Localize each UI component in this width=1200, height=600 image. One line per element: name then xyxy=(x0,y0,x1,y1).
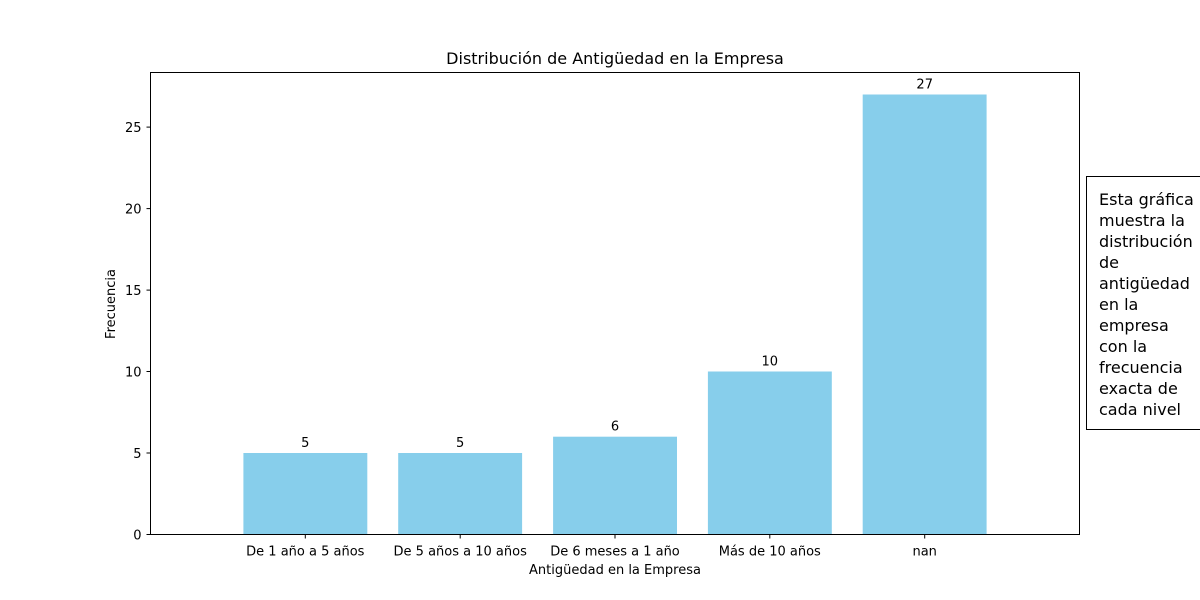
bar-value-labels: 5 5 6 10 27 xyxy=(301,78,933,452)
bar xyxy=(398,453,523,535)
x-tick-label: Más de 10 años xyxy=(719,545,821,560)
plot-area-frame xyxy=(150,72,1080,535)
bar xyxy=(243,453,368,535)
bar-value-label: 5 xyxy=(456,436,464,451)
bars-group xyxy=(243,94,987,535)
bar-value-label: 10 xyxy=(762,355,779,370)
y-tick-label: 15 xyxy=(125,284,142,299)
bar-value-label: 5 xyxy=(301,436,309,451)
x-axis-ticks: De 1 año a 5 años De 5 años a 10 años De 6… xyxy=(246,534,937,560)
y-tick-label: 20 xyxy=(125,203,142,218)
chart-title: Distribución de Antigüedad en la Empresa xyxy=(446,49,784,68)
x-tick-label: De 1 año a 5 años xyxy=(246,545,364,560)
y-tick-label: 5 xyxy=(133,447,141,462)
y-tick-label: 10 xyxy=(125,366,142,381)
x-tick-label: De 5 años a 10 años xyxy=(394,545,528,560)
annotation-text: Esta gráfica muestra la distribución de … xyxy=(1099,190,1194,419)
x-axis-label: Antigüedad en la Empresa xyxy=(529,563,701,578)
bar xyxy=(707,371,832,535)
y-axis-ticks: 0 5 10 15 20 25 xyxy=(125,121,151,544)
bar xyxy=(553,436,677,535)
y-tick-label: 25 xyxy=(125,121,142,136)
bar-value-label: 6 xyxy=(611,420,619,435)
bar-value-label: 27 xyxy=(916,78,933,93)
y-tick-label: 0 xyxy=(133,529,141,544)
x-tick-label: De 6 meses a 1 año xyxy=(550,545,680,560)
y-axis-label: Frecuencia xyxy=(104,269,119,339)
x-tick-label: nan xyxy=(912,545,936,560)
bar xyxy=(862,94,987,535)
annotation-box: Esta gráfica muestra la distribución de … xyxy=(1086,176,1200,430)
